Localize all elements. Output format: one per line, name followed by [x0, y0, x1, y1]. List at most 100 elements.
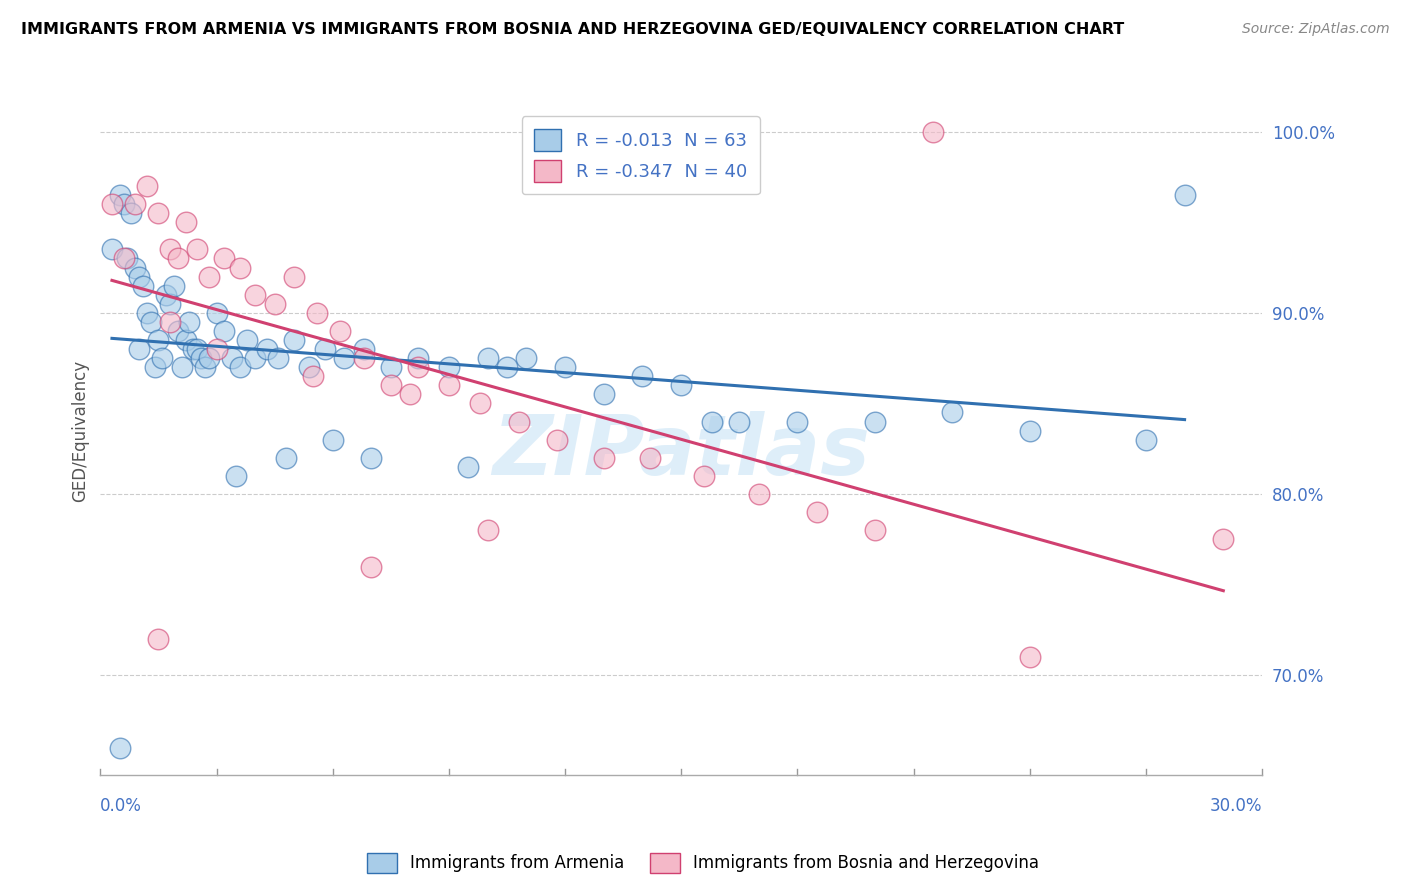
Point: [159, 243, 181, 257]
Point: [120, 206, 142, 220]
Point: [148, 333, 170, 347]
Point: [174, 333, 197, 347]
Point: [380, 360, 402, 375]
Point: [728, 415, 751, 429]
Point: [477, 351, 499, 366]
Point: [406, 360, 429, 375]
Point: [360, 559, 382, 574]
Point: [353, 351, 375, 366]
Point: [194, 360, 217, 375]
Point: [322, 433, 344, 447]
Point: [267, 351, 290, 366]
Text: Source: ZipAtlas.com: Source: ZipAtlas.com: [1241, 22, 1389, 37]
Point: [186, 342, 208, 356]
Point: [150, 351, 173, 366]
Point: [380, 378, 402, 392]
Point: [786, 415, 808, 429]
Point: [592, 387, 614, 401]
Point: [360, 450, 382, 465]
Point: [941, 405, 963, 419]
Legend: Immigrants from Armenia, Immigrants from Bosnia and Herzegovina: Immigrants from Armenia, Immigrants from…: [360, 847, 1046, 880]
Point: [174, 215, 197, 229]
Point: [166, 252, 188, 266]
Point: [190, 351, 212, 366]
Text: 30.0%: 30.0%: [1209, 797, 1263, 814]
Point: [179, 315, 201, 329]
Point: [159, 315, 181, 329]
Point: [163, 278, 186, 293]
Point: [1174, 188, 1197, 202]
Y-axis label: GED/Equivalency: GED/Equivalency: [72, 359, 89, 501]
Point: [1018, 424, 1040, 438]
Point: [1018, 650, 1040, 665]
Point: [437, 378, 460, 392]
Text: 0.0%: 0.0%: [100, 797, 142, 814]
Point: [631, 369, 654, 384]
Point: [314, 342, 336, 356]
Point: [283, 269, 305, 284]
Point: [457, 459, 479, 474]
Point: [225, 469, 247, 483]
Point: [101, 243, 124, 257]
Point: [806, 505, 828, 519]
Point: [205, 306, 228, 320]
Point: [546, 433, 568, 447]
Point: [135, 306, 157, 320]
Point: [132, 278, 155, 293]
Point: [245, 287, 267, 301]
Point: [166, 324, 188, 338]
Point: [554, 360, 576, 375]
Point: [399, 387, 422, 401]
Point: [592, 450, 614, 465]
Point: [101, 197, 124, 211]
Point: [117, 252, 139, 266]
Point: [508, 415, 530, 429]
Point: [170, 360, 193, 375]
Point: [863, 523, 886, 537]
Point: [197, 269, 219, 284]
Point: [112, 197, 135, 211]
Point: [148, 632, 170, 646]
Point: [702, 415, 724, 429]
Point: [197, 351, 219, 366]
Point: [108, 740, 131, 755]
Point: [128, 342, 150, 356]
Point: [437, 360, 460, 375]
Point: [302, 369, 325, 384]
Point: [922, 125, 945, 139]
Point: [263, 297, 285, 311]
Point: [477, 523, 499, 537]
Point: [693, 469, 716, 483]
Point: [124, 197, 146, 211]
Point: [214, 252, 236, 266]
Point: [143, 360, 166, 375]
Point: [1135, 433, 1157, 447]
Point: [186, 243, 208, 257]
Point: [181, 342, 204, 356]
Point: [236, 333, 259, 347]
Point: [1212, 533, 1234, 547]
Point: [155, 287, 177, 301]
Point: [229, 260, 252, 275]
Point: [638, 450, 661, 465]
Point: [496, 360, 519, 375]
Point: [112, 252, 135, 266]
Point: [135, 179, 157, 194]
Point: [283, 333, 305, 347]
Legend: R = -0.013  N = 63, R = -0.347  N = 40: R = -0.013 N = 63, R = -0.347 N = 40: [522, 116, 759, 194]
Point: [245, 351, 267, 366]
Point: [256, 342, 278, 356]
Point: [468, 396, 491, 410]
Point: [333, 351, 356, 366]
Point: [159, 297, 181, 311]
Point: [124, 260, 146, 275]
Point: [298, 360, 321, 375]
Point: [221, 351, 243, 366]
Point: [276, 450, 298, 465]
Point: [205, 342, 228, 356]
Point: [148, 206, 170, 220]
Point: [139, 315, 162, 329]
Text: IMMIGRANTS FROM ARMENIA VS IMMIGRANTS FROM BOSNIA AND HERZEGOVINA GED/EQUIVALENC: IMMIGRANTS FROM ARMENIA VS IMMIGRANTS FR…: [21, 22, 1125, 37]
Text: ZIPatlas: ZIPatlas: [492, 411, 870, 491]
Point: [214, 324, 236, 338]
